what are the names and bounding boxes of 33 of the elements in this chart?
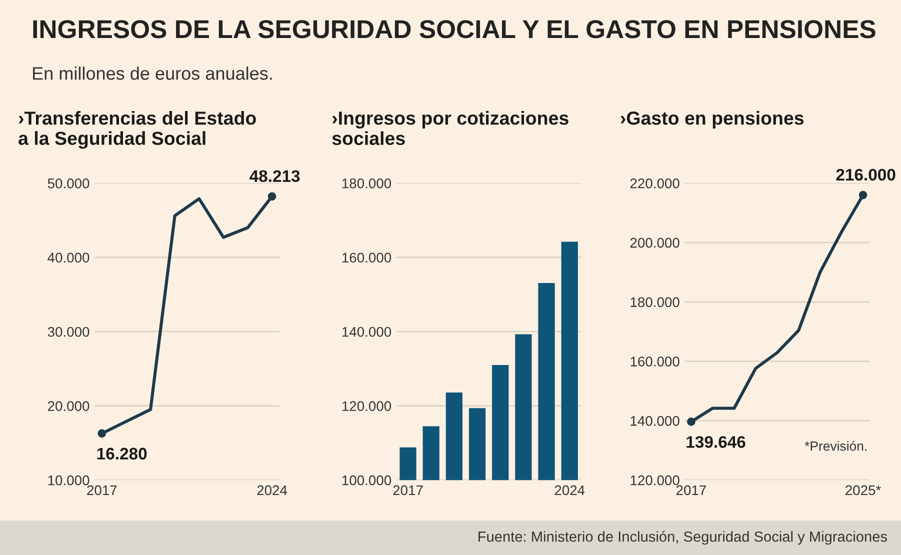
data-label: 139.646 — [686, 436, 746, 448]
data-label: 16.280 — [97, 448, 147, 460]
y-tick-label: 100.000 — [342, 475, 392, 486]
chart-title: ›Gasto en pensiones — [620, 111, 804, 128]
y-tick-label: 180.000 — [630, 297, 680, 308]
x-tick-label: 2024 — [257, 485, 288, 496]
x-tick-label: 2017 — [676, 485, 706, 496]
source-note: Fuente: Ministerio de Inclusión, Seguridad Social y Migraciones — [478, 530, 887, 545]
y-tick-label: 120.000 — [630, 475, 680, 486]
x-tick-label: 2024 — [554, 485, 585, 496]
chart-title: ›Ingresos por cotizaciones sociales — [332, 111, 568, 146]
y-tick-label: 120.000 — [342, 401, 392, 412]
y-tick-label: 20.000 — [48, 401, 90, 412]
y-tick-label: 160.000 — [630, 356, 680, 366]
y-tick-label: 40.000 — [48, 252, 90, 263]
y-tick-label: 50.000 — [48, 178, 90, 188]
chart-title: ›Transferencias del Estado a la Seguridad Social — [18, 111, 256, 149]
y-tick-label: 10.000 — [48, 475, 90, 486]
y-tick-label: 140.000 — [630, 416, 680, 426]
x-tick-label: 2017 — [87, 485, 117, 496]
y-tick-label: 140.000 — [342, 326, 392, 337]
text: En millones de euros anuales. — [33, 66, 272, 80]
y-tick-label: 180.000 — [342, 178, 392, 188]
y-tick-label: 160.000 — [342, 252, 392, 263]
y-tick-label: 30.000 — [48, 326, 90, 337]
x-tick-label: 2025* — [846, 485, 881, 496]
text: INGRESOS DE LA SEGURIDAD SOCIAL Y EL GASTO EN PENSIONES — [33, 20, 876, 38]
data-label: 48.213 — [250, 170, 300, 182]
y-tick-label: 220.000 — [630, 178, 680, 188]
data-label: 216.000 — [836, 168, 896, 181]
x-tick-label: 2017 — [393, 485, 423, 496]
y-tick-label: 200.000 — [630, 238, 680, 248]
annotation: *Previsión. — [804, 440, 866, 451]
